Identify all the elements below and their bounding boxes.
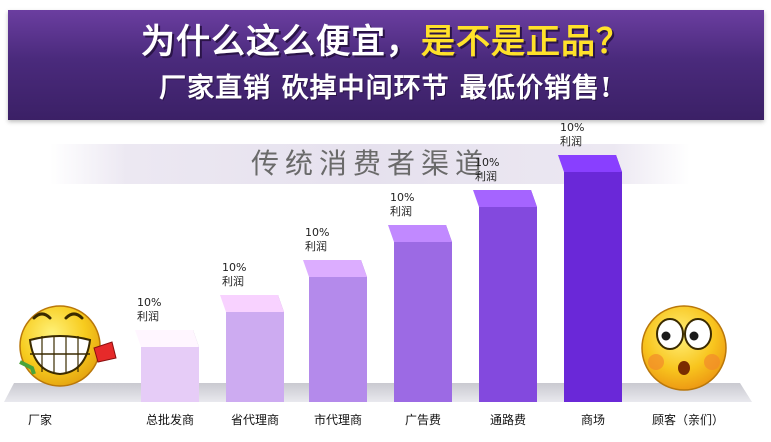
section-title: 传统消费者渠道 [250, 147, 489, 180]
smiley-mouth [28, 335, 92, 376]
bar-label-percent-1: 10% [137, 296, 161, 309]
bar-top-3 [303, 260, 367, 277]
bar-top-4 [388, 225, 452, 242]
worried-face [641, 305, 727, 391]
worried-left-cheek [648, 354, 664, 370]
bar-label-profit-6: 利润 [560, 134, 582, 148]
bar-5 [479, 207, 537, 402]
bar-3 [309, 277, 367, 402]
worried-right-pupil [689, 331, 699, 341]
bar-label-percent-2: 10% [222, 261, 246, 274]
bar-label-profit-1: 利润 [137, 309, 159, 323]
category-label-6: 商场 [581, 412, 605, 427]
smiley-worried-icon [641, 305, 727, 391]
bar-6 [564, 172, 622, 402]
category-label-2: 省代理商 [231, 412, 279, 427]
bar-label-percent-5: 10% [475, 156, 499, 169]
category-label-3: 市代理商 [314, 412, 362, 427]
floor [4, 383, 752, 402]
bar-4 [394, 242, 452, 402]
category-label-5: 通路费 [490, 412, 526, 427]
bar-1 [141, 347, 199, 402]
subline: 厂家直销 砍掉中间环节 最低价销售! [159, 73, 613, 104]
worried-left-pupil [661, 331, 671, 341]
headline: 为什么这么便宜，是不是正品？ [8, 22, 764, 62]
smiley-right-eye [64, 312, 84, 320]
category-label-1: 总批发商 [146, 412, 194, 427]
bar-label-percent-6: 10% [560, 121, 584, 134]
bar-label-profit-5: 利润 [475, 169, 497, 183]
headline-question: 为什么这么便宜， [141, 22, 421, 62]
bar-top-2 [220, 295, 284, 312]
headline-highlight: 是不是正品？ [421, 22, 631, 62]
green-ribbon-icon [19, 360, 36, 375]
bar-top-1 [135, 330, 199, 347]
bar-label-profit-4: 利润 [390, 204, 412, 218]
header-banner: 为什么这么便宜，是不是正品？ 厂家直销 砍掉中间环节 最低价销售! [8, 10, 764, 120]
smiley-grin-icon [19, 305, 117, 387]
bar-label-percent-4: 10% [390, 191, 414, 204]
worried-right-cheek [704, 354, 720, 370]
worried-mouth [678, 361, 690, 375]
bar-label-percent-3: 10% [305, 226, 329, 239]
bar-top-5 [473, 190, 537, 207]
bar-2 [226, 312, 284, 402]
bar-label-profit-3: 利润 [305, 239, 327, 253]
smiley-left-eye [32, 312, 52, 320]
bar-label-profit-2: 利润 [222, 274, 244, 288]
category-label-0: 厂家 [28, 412, 52, 427]
bar-top-6 [558, 155, 622, 172]
red-envelope-icon [93, 341, 117, 363]
category-label-4: 广告费 [405, 413, 441, 427]
category-label-7: 顾客（亲们） [652, 412, 724, 427]
